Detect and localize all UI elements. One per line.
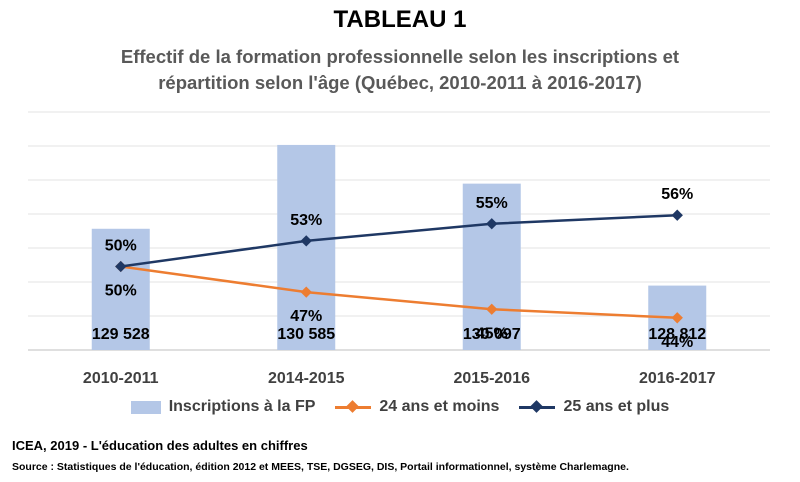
x-tick-label: 2010-2011 xyxy=(83,370,159,387)
chart-title: TABLEAU 1 xyxy=(333,6,467,33)
combo-chart: 50% 53% 55% 56% 50% 47% 45% 44% 129 528 130 585 13… xyxy=(28,111,770,387)
series-25-ans-marker xyxy=(671,209,683,221)
data-label-inscriptions: 130 097 xyxy=(463,326,521,343)
legend-line-swatch-navy xyxy=(519,399,556,414)
data-label-25-ans: 53% xyxy=(290,212,322,229)
data-label-24-ans: 45% xyxy=(476,325,508,342)
legend-item-25-ans: 25 ans et plus xyxy=(519,398,669,416)
footer-source-full: Source : Statistiques de l'éducation, éd… xyxy=(12,461,629,473)
bar-inscriptions xyxy=(91,228,150,350)
bar-inscriptions xyxy=(277,144,336,350)
legend-label-25-ans: 25 ans et plus xyxy=(563,398,670,415)
legend-label-inscriptions: Inscriptions à la FP xyxy=(168,398,316,415)
legend-label-24-ans: 24 ans et moins xyxy=(379,398,500,415)
subtitle-line-1: Effectif de la formation professionnelle… xyxy=(120,46,680,67)
legend-item-24-ans: 24 ans et moins xyxy=(335,398,499,416)
footer-source-short: ICEA, 2019 - L'éducation des adultes en … xyxy=(12,438,308,453)
legend-bar-swatch xyxy=(130,400,161,414)
data-label-24-ans: 50% xyxy=(105,283,137,300)
bar-inscriptions xyxy=(462,183,521,350)
chart-legend: Inscriptions à la FP 24 ans et moins 25 … xyxy=(0,398,800,416)
data-label-24-ans: 47% xyxy=(290,308,322,325)
series-24-ans-marker xyxy=(300,286,312,298)
chart-subtitle: Effectif de la formation professionnelle… xyxy=(60,44,740,96)
series-24-ans-marker xyxy=(671,312,683,324)
x-tick-label: 2016-2017 xyxy=(639,370,716,387)
series-25-ans-marker xyxy=(486,218,498,230)
data-label-inscriptions: 130 585 xyxy=(277,326,335,343)
x-tick-label: 2015-2016 xyxy=(453,370,530,387)
subtitle-line-2: répartition selon l'âge (Québec, 2010-20… xyxy=(158,72,642,93)
legend-line-swatch-orange xyxy=(335,399,372,414)
x-tick-label: 2014-2015 xyxy=(268,370,345,387)
data-label-25-ans: 56% xyxy=(661,186,693,203)
data-label-24-ans: 44% xyxy=(661,334,693,351)
data-label-25-ans: 55% xyxy=(476,195,508,212)
series-24-ans-marker xyxy=(486,303,498,315)
legend-item-inscriptions: Inscriptions à la FP xyxy=(130,398,316,416)
series-25-ans-marker xyxy=(300,235,312,247)
data-label-25-ans: 50% xyxy=(105,238,137,255)
series-25-ans-line xyxy=(120,213,678,268)
data-label-inscriptions: 128 812 xyxy=(648,326,706,343)
data-label-inscriptions: 129 528 xyxy=(92,326,150,343)
series-24-ans-line xyxy=(120,265,678,320)
